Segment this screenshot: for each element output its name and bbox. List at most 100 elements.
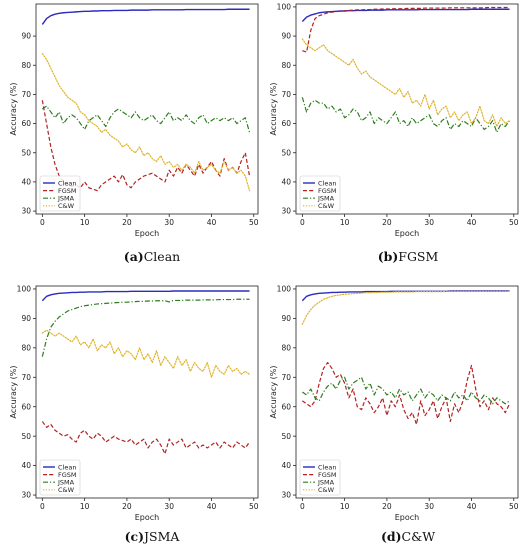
y-tick-label-b: 40 <box>281 178 291 187</box>
legend-label-clean-a: Clean <box>58 179 76 187</box>
panel-c: 0 10 20 30 40 50 30 40 50 60 70 80 90 100 Epoch Accurac… <box>9 285 259 544</box>
series-group-a <box>41 8 251 192</box>
legend-label-fgsm-c: FGSM <box>58 471 77 479</box>
legend-label-jsma-c: JSMA <box>57 479 75 487</box>
x-tick-label-d: 10 <box>340 502 350 511</box>
caption-text-a: Clean <box>144 249 180 264</box>
legend-label-jsma-a: JSMA <box>57 195 75 203</box>
panel-a: 0 10 20 30 40 50 30 40 50 60 70 80 90 Epoch Accuracy (… <box>9 3 259 264</box>
legend-label-cw-c: C&W <box>58 486 75 494</box>
series-line-clean-a <box>41 8 250 25</box>
panel-d: 0 10 20 30 40 50 30 40 50 60 70 80 90 100 Epoch Accurac… <box>269 285 519 544</box>
series-group-b <box>301 6 511 133</box>
series-line-fgsm-d <box>301 361 511 425</box>
legend-label-fgsm-d: FGSM <box>318 471 337 479</box>
legend-label-clean-c: Clean <box>58 463 76 471</box>
series-group-d <box>301 290 511 425</box>
y-tick-label-b: 50 <box>281 148 291 157</box>
y-tick-label-a: 60 <box>21 119 31 128</box>
y-axis-label-b: Accuracy (%) <box>269 83 278 136</box>
x-tick-label-d: 40 <box>467 502 477 511</box>
caption-b: (b)FGSM <box>378 249 439 264</box>
x-tick-label-b: 30 <box>424 218 434 227</box>
legend-label-fgsm-b: FGSM <box>318 187 337 195</box>
series-line-clean-d <box>301 290 510 302</box>
y-tick-label-b: 100 <box>277 3 292 12</box>
y-tick-label-b: 30 <box>281 207 291 216</box>
y-tick-label-d: 40 <box>281 461 291 470</box>
legend-box-d <box>299 459 341 496</box>
x-axis-label-a: Epoch <box>135 229 160 238</box>
y-tick-label-c: 30 <box>21 491 31 500</box>
y-tick-label-d: 70 <box>281 373 291 382</box>
legend-label-jsma-b: JSMA <box>317 195 335 203</box>
y-tick-label-c: 70 <box>21 373 31 382</box>
x-tick-label-a: 0 <box>40 218 45 227</box>
series-line-cw-b <box>301 38 511 128</box>
legend-box-c <box>39 459 81 496</box>
caption-letter-a: (a) <box>124 249 144 264</box>
x-tick-label-d: 20 <box>382 502 392 511</box>
caption-c: (c)JSMA <box>125 529 181 544</box>
y-tick-label-a: 50 <box>21 148 31 157</box>
caption-letter-d: (d) <box>381 529 402 544</box>
legend-label-clean-b: Clean <box>318 179 336 187</box>
x-axis-label-c: Epoch <box>135 513 160 522</box>
x-tick-label-b: 0 <box>300 218 305 227</box>
caption-d: (d)C&W <box>381 529 435 544</box>
series-line-clean-c <box>41 290 250 302</box>
legend-box-a <box>39 175 81 212</box>
legend-label-clean-d: Clean <box>318 463 336 471</box>
y-tick-label-a: 30 <box>21 207 31 216</box>
x-tick-label-c: 10 <box>80 502 90 511</box>
panel-b: 0 10 20 30 40 50 30 40 50 60 70 80 90 100 Epoch Accurac… <box>269 3 519 264</box>
x-tick-label-c: 0 <box>40 502 45 511</box>
y-tick-label-a: 70 <box>21 90 31 99</box>
y-tick-label-d: 30 <box>281 491 291 500</box>
x-tick-label-a: 40 <box>207 218 217 227</box>
y-tick-label-d: 90 <box>281 314 291 323</box>
series-group-c <box>41 290 251 455</box>
series-line-clean-b <box>301 8 510 22</box>
series-line-jsma-b <box>301 97 511 133</box>
x-tick-label-d: 50 <box>509 502 519 511</box>
caption-a: (a)Clean <box>124 249 180 264</box>
caption-letter-b: (b) <box>378 249 399 264</box>
axes-frame-c <box>35 285 259 499</box>
axes-frame-b <box>295 3 519 215</box>
y-tick-label-c: 40 <box>21 461 31 470</box>
y-tick-label-d: 80 <box>281 343 291 352</box>
series-line-jsma-c <box>41 298 250 357</box>
y-tick-label-b: 90 <box>281 32 291 41</box>
y-axis-label-d: Accuracy (%) <box>269 366 278 419</box>
y-tick-label-c: 50 <box>21 432 31 441</box>
x-tick-label-d: 30 <box>424 502 434 511</box>
y-tick-label-c: 90 <box>21 314 31 323</box>
legend-label-cw-d: C&W <box>318 486 335 494</box>
y-tick-label-c: 80 <box>21 343 31 352</box>
x-tick-label-a: 30 <box>164 218 174 227</box>
x-tick-label-a: 50 <box>249 218 259 227</box>
x-tick-label-a: 20 <box>122 218 132 227</box>
legend-label-cw-b: C&W <box>318 202 335 210</box>
y-axis-label-a: Accuracy (%) <box>9 83 18 136</box>
y-tick-label-b: 80 <box>281 61 291 70</box>
legend-label-fgsm-a: FGSM <box>58 187 77 195</box>
series-line-cw-d <box>301 290 511 325</box>
caption-letter-c: (c) <box>125 529 144 544</box>
series-line-jsma-d <box>301 376 510 405</box>
legend-label-cw-a: C&W <box>58 202 75 210</box>
axes-frame-d <box>295 285 519 499</box>
series-line-jsma-a <box>41 105 251 133</box>
x-tick-label-c: 40 <box>207 502 217 511</box>
x-tick-label-b: 10 <box>340 218 350 227</box>
y-tick-label-c: 60 <box>21 402 31 411</box>
x-tick-label-c: 50 <box>249 502 259 511</box>
y-tick-label-b: 70 <box>281 90 291 99</box>
legend-label-jsma-d: JSMA <box>317 479 335 487</box>
